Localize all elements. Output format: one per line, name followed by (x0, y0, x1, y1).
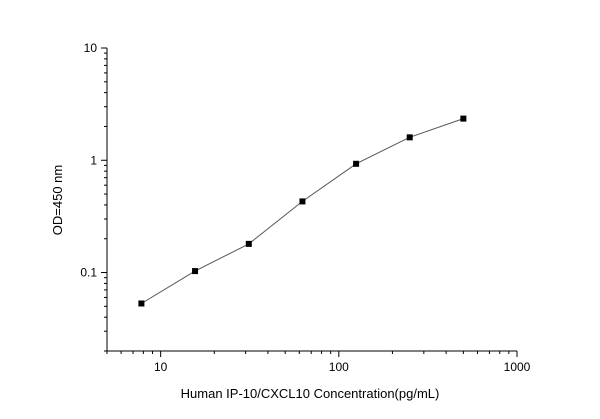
y-axis-label: OD=450 nm (50, 165, 65, 235)
data-point-marker (460, 115, 467, 122)
y-axis: 0.1 1 10 (80, 41, 108, 352)
series-marker-group (138, 115, 467, 307)
y-tick-label: 10 (84, 41, 98, 55)
x-axis-label: Human IP-10/CXCL10 Concentration(pg/mL) (181, 386, 440, 401)
data-point-marker (245, 240, 252, 247)
x-tick-label: 100 (329, 360, 349, 374)
data-point-marker (406, 134, 413, 141)
y-tick-label: 1 (90, 153, 97, 167)
x-axis: 10 100 1000 (106, 350, 531, 374)
series-line-group (141, 118, 464, 304)
x-tick-label: 10 (154, 360, 168, 374)
data-point-marker (192, 268, 199, 275)
y-tick-label: 0.1 (80, 266, 97, 280)
data-point-marker (138, 300, 145, 307)
data-point-marker (299, 198, 306, 205)
x-tick-label: 1000 (504, 360, 531, 374)
series-line (141, 118, 464, 304)
data-point-marker (353, 160, 360, 167)
